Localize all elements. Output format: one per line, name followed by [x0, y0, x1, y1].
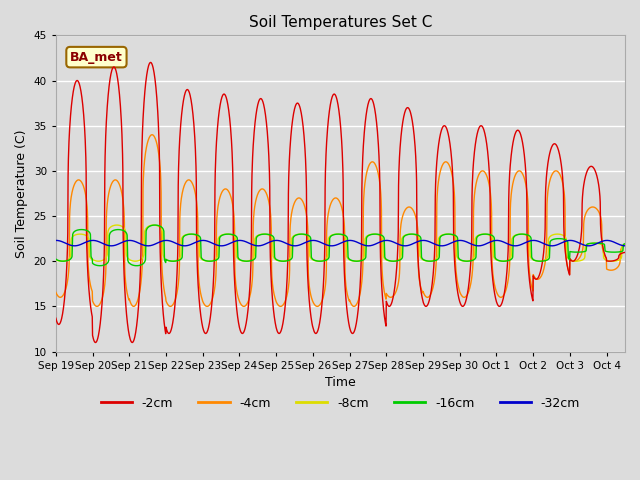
- Legend: -2cm, -4cm, -8cm, -16cm, -32cm: -2cm, -4cm, -8cm, -16cm, -32cm: [95, 392, 585, 415]
- Text: BA_met: BA_met: [70, 50, 123, 64]
- X-axis label: Time: Time: [325, 376, 356, 389]
- Title: Soil Temperatures Set C: Soil Temperatures Set C: [249, 15, 432, 30]
- Y-axis label: Soil Temperature (C): Soil Temperature (C): [15, 129, 28, 258]
